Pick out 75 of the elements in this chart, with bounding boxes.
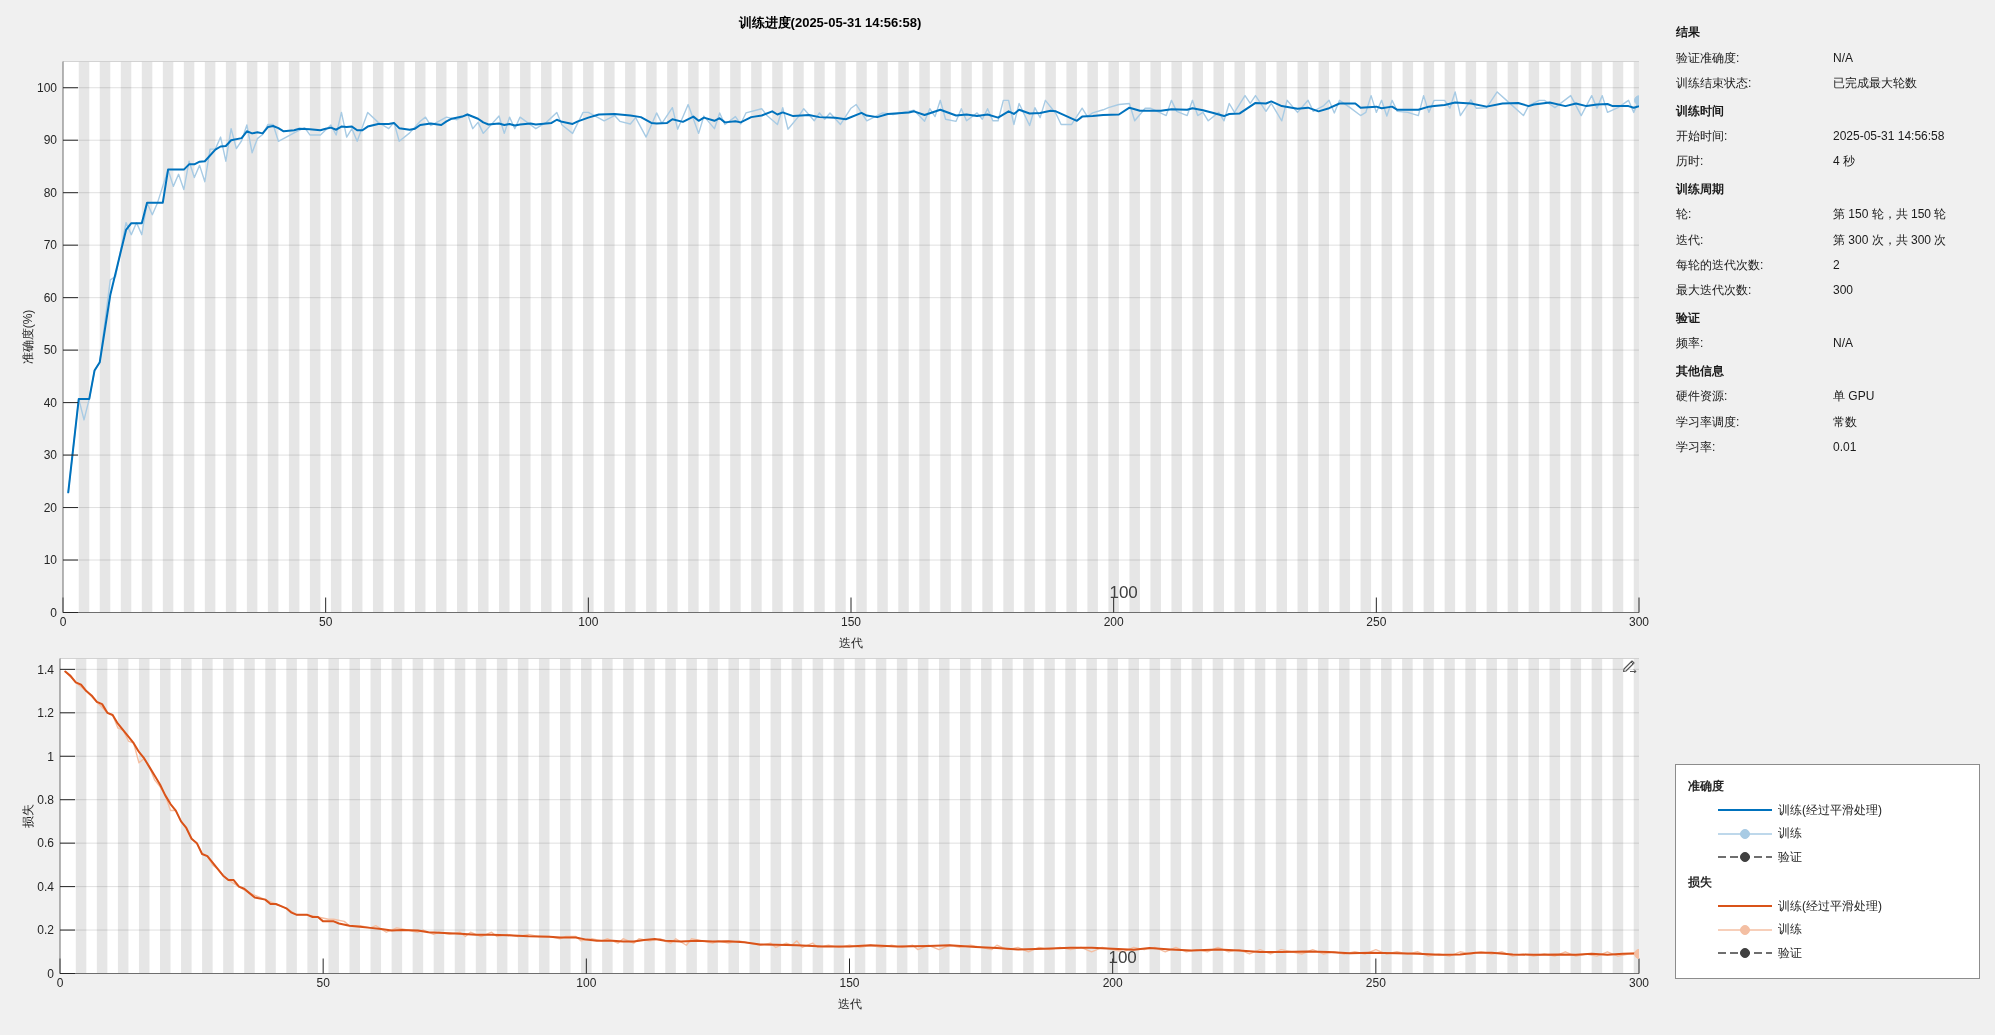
text: 每轮的迭代次数: — [1676, 257, 1764, 272]
text: 0.01 — [1833, 439, 1857, 454]
legend-label: 训练 — [1778, 922, 1802, 937]
x-tick-label: 50 — [318, 615, 333, 630]
text: 训练时间 — [1676, 103, 1724, 118]
text: 4 秒 — [1833, 154, 1856, 169]
text: 学习率: — [1676, 439, 1716, 454]
y-tick-label: 50 — [43, 343, 58, 358]
text: 训练结束状态: — [1676, 76, 1752, 91]
y-tick-label: 60 — [43, 290, 58, 305]
x-axis-title: 迭代 — [837, 996, 862, 1011]
legend-label: 训练 — [1778, 826, 1802, 841]
x-tick-label: 100 — [576, 976, 597, 991]
text: 学习率调度: — [1676, 414, 1740, 429]
text: N/A — [1833, 336, 1854, 351]
y-tick-label: 100 — [36, 81, 58, 95]
x-tick-label: 100 — [578, 615, 599, 630]
x-tick-label: 150 — [840, 615, 862, 630]
y-tick-label: 70 — [43, 238, 58, 253]
y-tick-label: 1 — [47, 749, 55, 764]
y-tick-label: 1.2 — [37, 706, 55, 721]
text: 300 — [1833, 283, 1854, 298]
x-tick-label: 150 — [839, 976, 860, 991]
text: 历时: — [1676, 154, 1704, 169]
text: 频率: — [1676, 336, 1704, 351]
y-tick-label: 90 — [43, 133, 58, 148]
legend-title: 准确度 — [1688, 779, 1724, 793]
annotation: 100 — [1108, 948, 1137, 967]
legend-label: 验证 — [1778, 945, 1802, 960]
text: 硬件资源: — [1676, 389, 1728, 404]
y-axis-title: 损失 — [21, 804, 36, 828]
legend-label: 训练(经过平滑处理) — [1778, 802, 1882, 817]
x-axis-title: 迭代 — [839, 635, 863, 650]
x-tick-label: 300 — [1628, 976, 1650, 991]
x-tick-label: 200 — [1102, 976, 1123, 991]
y-tick-label: 0.6 — [37, 836, 55, 851]
x-tick-label: 250 — [1365, 976, 1387, 991]
text: N/A — [1833, 50, 1854, 65]
y-tick-label: 0.8 — [37, 792, 55, 807]
text: 验证 — [1676, 310, 1700, 325]
text: 其他信息 — [1676, 363, 1724, 378]
text: 结果 — [1676, 25, 1700, 40]
x-tick-label: 250 — [1366, 615, 1387, 630]
annotation: 100 — [1109, 582, 1138, 602]
chart-title: 训练进度(2025-05-31 14:56:58) — [738, 15, 922, 30]
text: 已完成最大轮数 — [1833, 76, 1917, 91]
y-tick-label: 20 — [43, 500, 58, 515]
text: 训练周期 — [1676, 181, 1724, 196]
y-tick-label: 30 — [43, 448, 58, 463]
y-tick-label: 80 — [43, 185, 58, 200]
y-tick-label: 1.4 — [37, 662, 55, 677]
text: 轮: — [1676, 207, 1692, 222]
x-tick-label: 300 — [1628, 615, 1650, 630]
text: 迭代: — [1676, 232, 1704, 247]
y-tick-label: 0 — [47, 966, 55, 981]
x-tick-label: 200 — [1103, 615, 1124, 630]
legend-label: 验证 — [1778, 849, 1802, 864]
legend-label: 训练(经过平滑处理) — [1778, 898, 1882, 913]
y-axis-title: 准确度(%) — [21, 309, 36, 365]
text: 开始时间: — [1676, 129, 1728, 144]
text: 验证准确度: — [1676, 50, 1740, 65]
text: 第 150 轮，共 150 轮 — [1833, 207, 1947, 222]
legend-title: 损失 — [1688, 875, 1712, 889]
text: 单 GPU — [1833, 389, 1875, 404]
text: 最大迭代次数: — [1676, 283, 1752, 298]
y-tick-label: 0.2 — [37, 923, 55, 938]
y-tick-label: 0.4 — [37, 879, 55, 894]
text: 常数 — [1833, 414, 1857, 429]
x-tick-label: 50 — [316, 976, 331, 991]
y-tick-label: 0 — [50, 605, 58, 620]
y-tick-label: 40 — [43, 395, 58, 410]
text: 2025-05-31 14:56:58 — [1833, 129, 1945, 144]
text: 2 — [1833, 257, 1840, 272]
text: 第 300 次，共 300 次 — [1833, 232, 1947, 247]
y-tick-label: 10 — [43, 553, 58, 568]
